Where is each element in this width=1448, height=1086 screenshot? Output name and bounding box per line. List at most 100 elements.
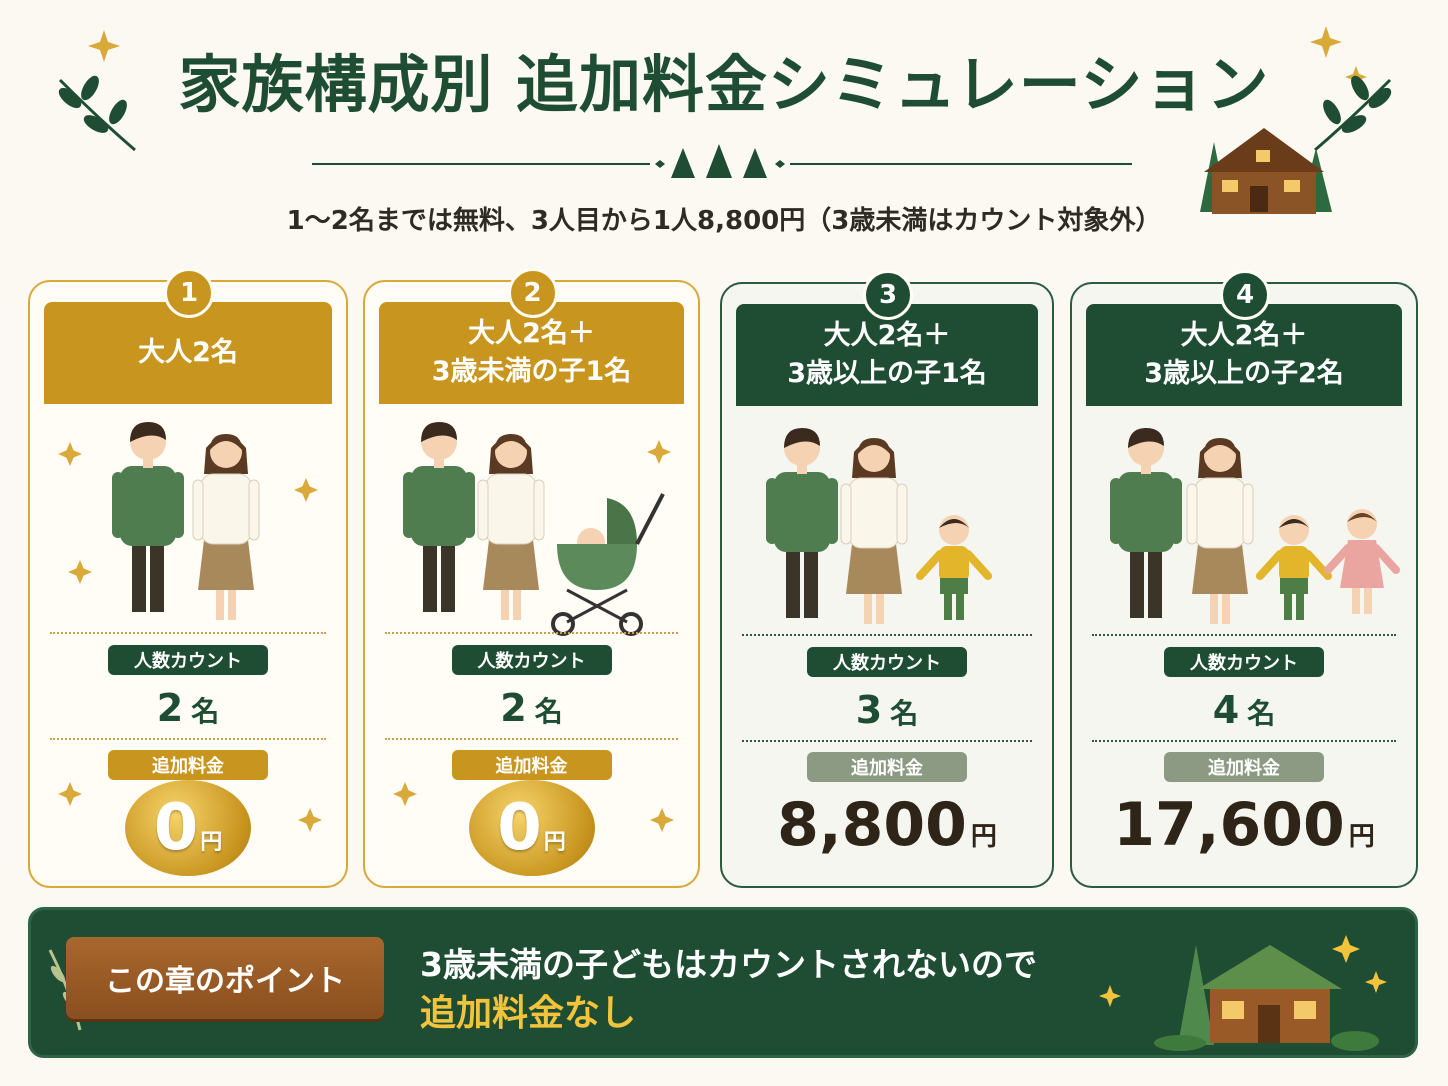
card-header: 大人2名＋ 3歳以上の子2名	[1086, 304, 1402, 406]
family-illustration	[403, 422, 671, 636]
fee-unit: 円	[543, 830, 566, 855]
shape	[1324, 544, 1352, 574]
shape	[1372, 544, 1400, 574]
shape	[784, 428, 820, 448]
count-value: 2	[156, 686, 184, 730]
shape	[1128, 428, 1164, 448]
shape	[1148, 548, 1162, 618]
count-label: 人数カウント	[108, 645, 268, 675]
shape	[1279, 519, 1309, 528]
subtitle: 1～2名までは無料、3人目から1人8,800円（3歳未満はカウント対象外）	[286, 206, 1162, 236]
card-header: 大人2名＋ 3歳未満の子1名	[379, 302, 684, 404]
shape	[1284, 590, 1292, 620]
shape	[423, 542, 437, 612]
shape	[557, 544, 637, 590]
title: 家族構成別 追加料金シミュレーション	[178, 48, 1270, 121]
sparkle	[58, 442, 82, 466]
card-title: 3歳以上の子2名	[1144, 358, 1344, 389]
fee-label: 追加料金	[807, 752, 967, 782]
shape	[200, 473, 252, 545]
shape	[228, 580, 236, 620]
fee: 8,800 円	[722, 790, 1052, 860]
shape	[896, 483, 908, 545]
sparkle	[58, 782, 82, 806]
divider	[742, 634, 1032, 636]
fee-value: 0	[497, 791, 542, 865]
sparkles	[58, 782, 322, 832]
divider	[742, 740, 1032, 742]
shape	[485, 473, 537, 545]
shape	[826, 478, 838, 544]
man-figure	[112, 422, 184, 612]
sparkle	[298, 808, 322, 832]
shape	[463, 472, 475, 538]
fee: 17,600 円	[1072, 790, 1416, 860]
sparkle	[650, 808, 674, 832]
shape	[1304, 550, 1332, 580]
count-value: 2	[500, 686, 527, 730]
child-figure	[1324, 509, 1400, 614]
fee-value: 8,800	[777, 790, 967, 860]
shape	[1204, 438, 1236, 454]
card-title: 大人2名＋	[823, 320, 951, 351]
shape	[132, 542, 146, 612]
sparkle	[393, 782, 417, 806]
card: 大人2名＋ 3歳以上の子1名 3 人数カウント 3 名追加料金 8,800 円	[720, 270, 1054, 888]
shape	[944, 590, 952, 620]
divider	[1092, 740, 1396, 742]
shape	[607, 498, 637, 544]
shape	[939, 546, 969, 582]
shape	[1340, 540, 1384, 588]
family-illustration	[766, 428, 992, 624]
woman-figure	[477, 434, 545, 620]
shape	[1280, 578, 1308, 594]
shape	[533, 479, 545, 541]
shape	[495, 436, 527, 468]
shape	[150, 542, 164, 612]
point-text: 3歳未満の子どもはカウントされないので	[420, 945, 1037, 984]
shape	[513, 580, 521, 620]
shape	[858, 440, 890, 472]
shape	[774, 472, 830, 552]
shape	[846, 544, 902, 594]
shape	[477, 479, 489, 541]
point-highlight: 追加料金なし	[420, 993, 637, 1034]
card-number: 2	[507, 268, 558, 318]
count-label: 人数カウント	[1164, 647, 1324, 677]
fee-label: 追加料金	[1164, 752, 1324, 782]
card: 大人2名＋ 3歳以上の子2名 4 人数カウント 4 名追加料金 17,600 円	[1070, 270, 1418, 888]
shape	[1242, 483, 1254, 545]
card-number: 3	[863, 270, 913, 320]
divider	[1092, 634, 1396, 636]
woman-figure	[840, 438, 908, 624]
shape	[840, 483, 852, 545]
shape	[876, 584, 884, 624]
shape	[411, 466, 467, 546]
shape	[635, 493, 665, 545]
card-title: 大人2名＋	[1180, 320, 1308, 351]
count-value: 3	[855, 688, 883, 732]
shape	[1222, 584, 1230, 624]
shape	[130, 422, 166, 442]
shape	[434, 456, 444, 468]
count-unit: 名	[890, 697, 919, 730]
count-value: 4	[1212, 688, 1240, 732]
divider	[50, 632, 326, 634]
man-figure	[766, 428, 838, 618]
man-figure	[403, 422, 475, 612]
shape	[786, 548, 800, 618]
shape	[1347, 513, 1377, 522]
shape	[248, 479, 260, 541]
shape	[120, 466, 176, 546]
shape	[804, 548, 818, 618]
shape	[1296, 590, 1304, 620]
shape	[766, 478, 778, 544]
shape	[939, 519, 969, 528]
card-header: 大人2名＋ 3歳以上の子1名	[736, 304, 1038, 406]
shape	[172, 472, 184, 538]
